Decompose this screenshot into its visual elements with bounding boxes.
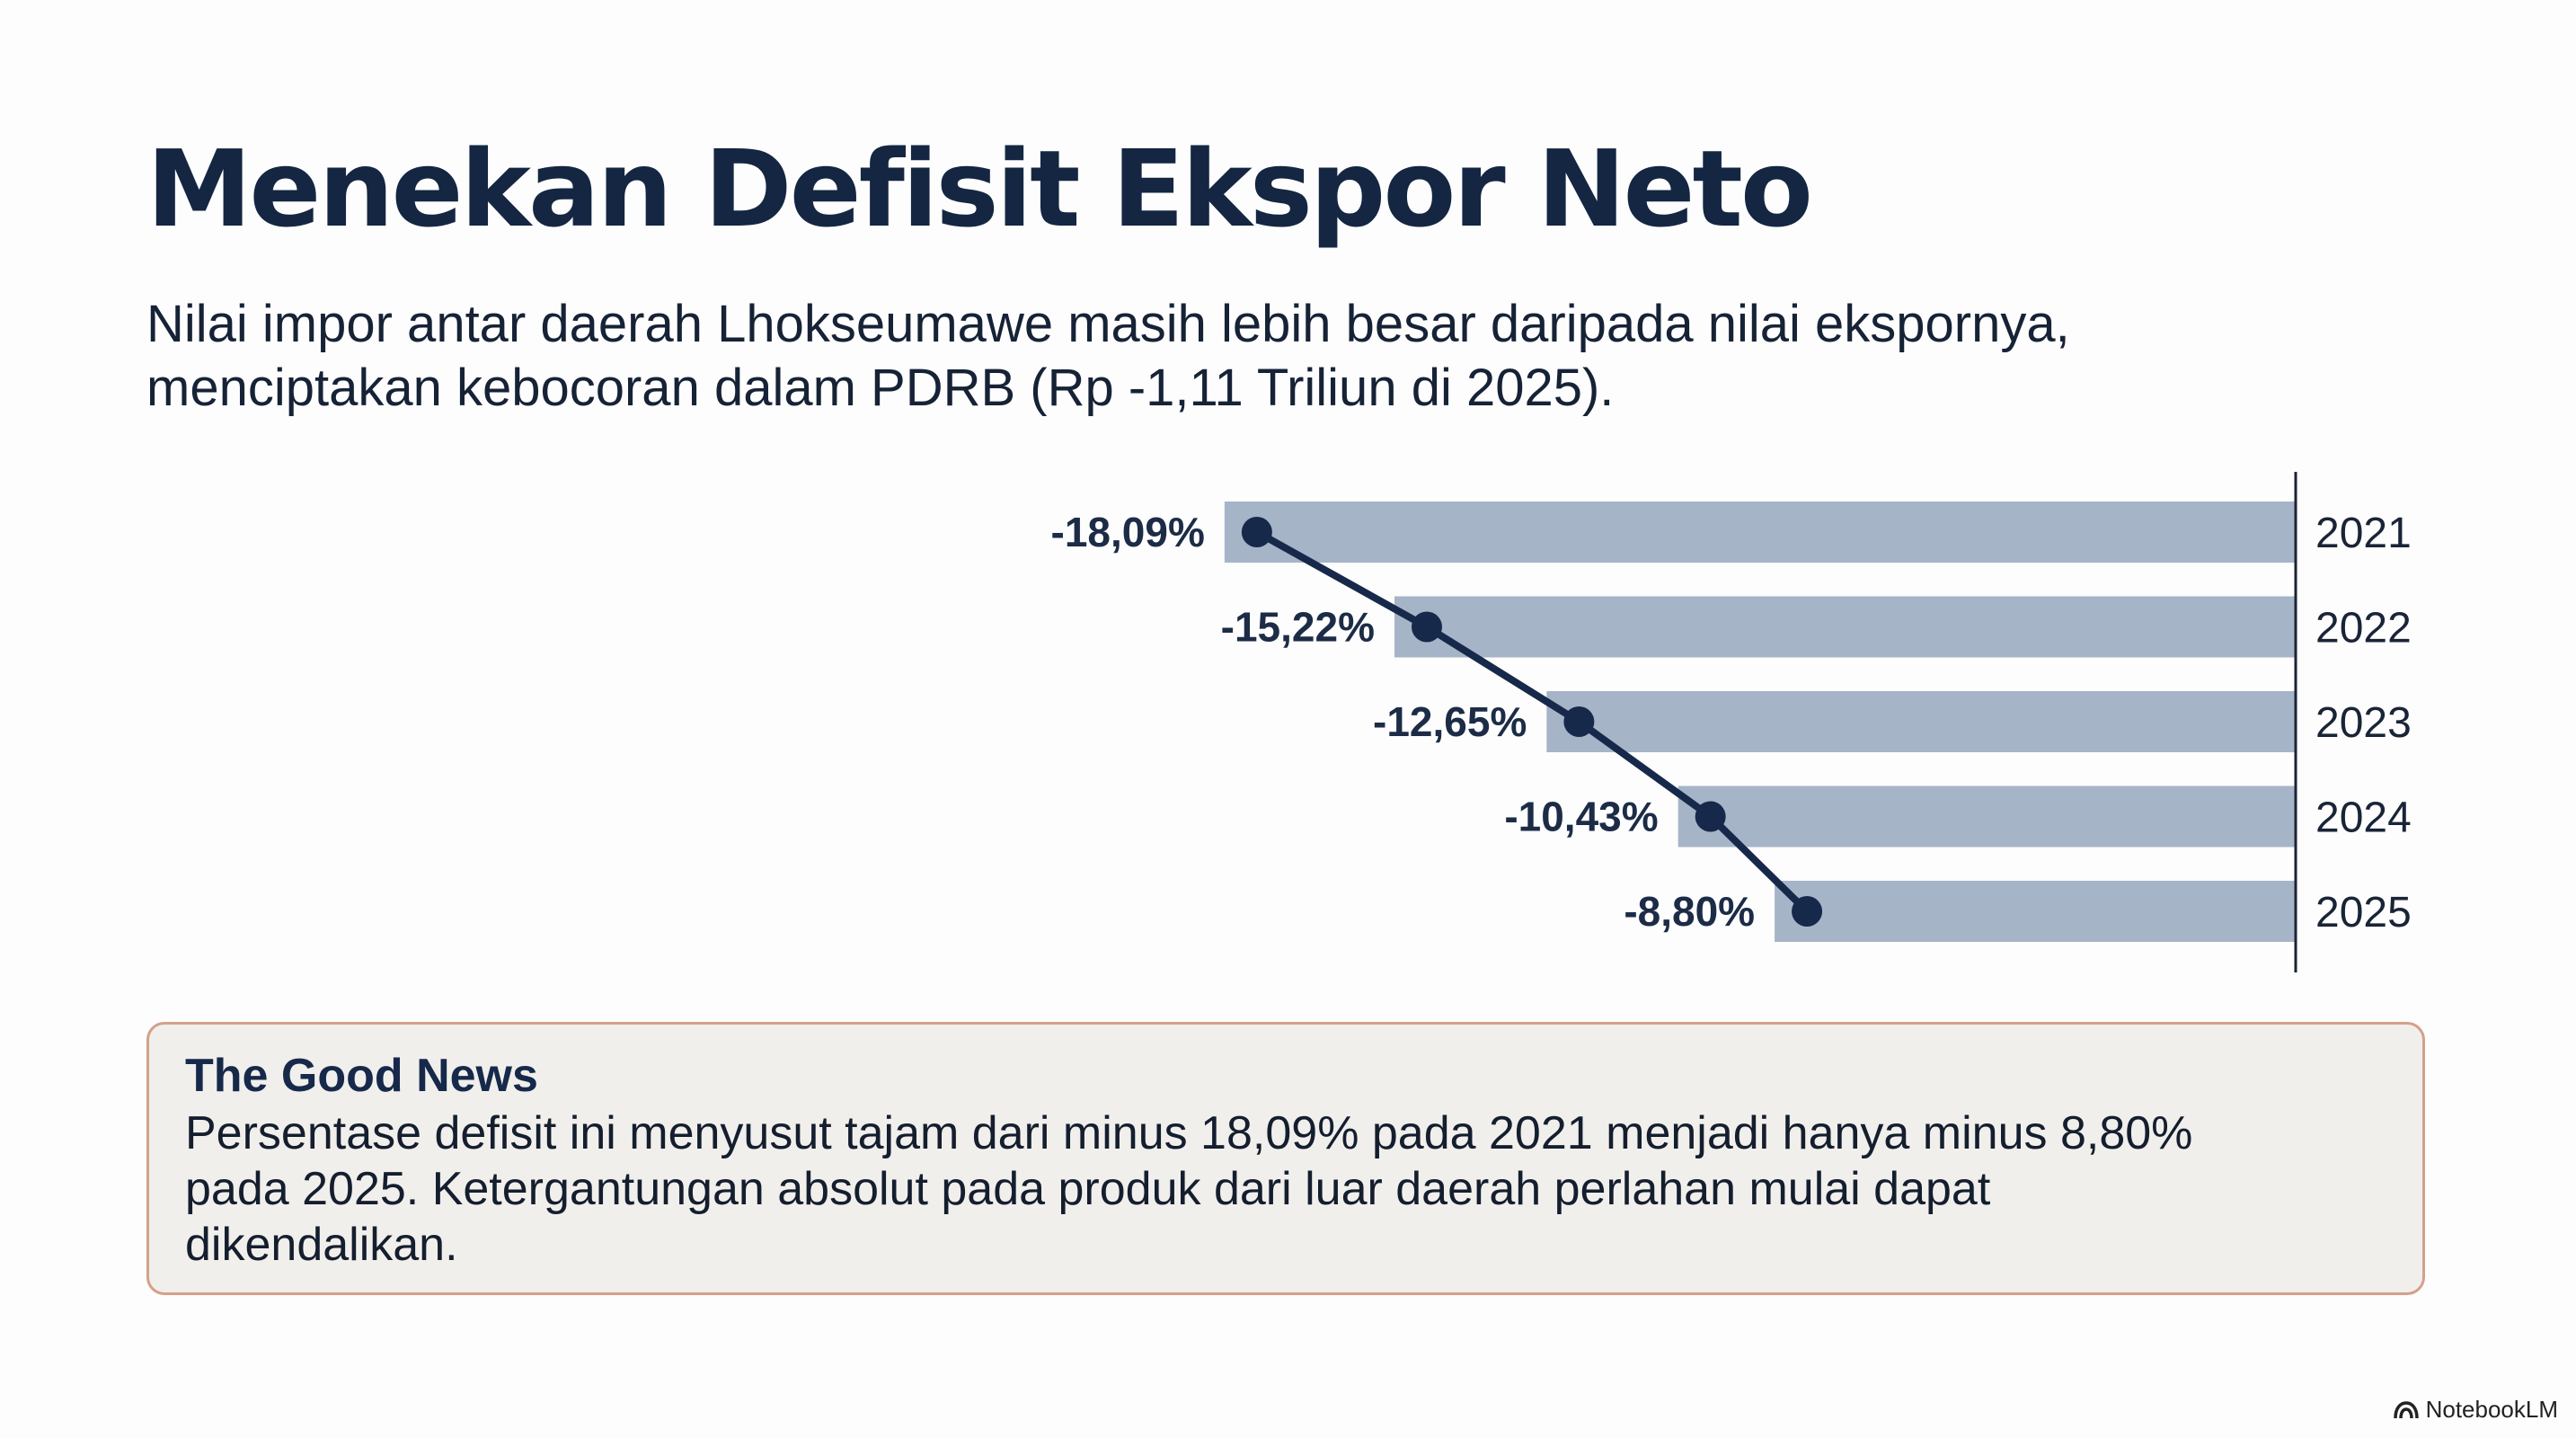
value-label-2023: -12,65% (1373, 698, 1527, 745)
good-news-line-3: dikendalikan. (185, 1219, 458, 1271)
year-label-2022: 2022 (2315, 605, 2412, 652)
marker-2023 (1563, 706, 1595, 737)
bar-2025 (1775, 881, 2296, 942)
good-news-line-1: Persentase defisit ini menyusut tajam da… (185, 1107, 2193, 1159)
bar-2021 (1224, 502, 2296, 563)
bar-2022 (1394, 596, 2296, 658)
chart-markers (1241, 517, 1823, 927)
brand-name: NotebookLM (2425, 1396, 2558, 1423)
marker-2021 (1241, 517, 1272, 547)
value-label-2022: -15,22% (1221, 604, 1375, 651)
marker-2022 (1412, 611, 1443, 643)
chart-value-labels: -18,09% -15,22% -12,65% -10,43% -8,80% (1051, 509, 1756, 935)
year-label-2021: 2021 (2315, 510, 2412, 557)
year-label-2023: 2023 (2315, 699, 2412, 747)
deficit-bar-chart: -18,09%-15,22%-12,65%-10,43%-8,80% 20212… (1051, 472, 2412, 972)
good-news-body: Persentase defisit ini menyusut tajam da… (185, 1105, 2386, 1273)
subtitle-line-1: Nilai impor antar daerah Lhokseumawe mas… (146, 295, 2070, 353)
value-label-2024: -10,43% (1504, 794, 1658, 840)
marker-2024 (1695, 801, 1726, 832)
good-news-title: The Good News (185, 1050, 538, 1102)
page-subtitle: Nilai impor antar daerah Lhokseumawe mas… (146, 292, 2213, 420)
subtitle-line-2: menciptakan kebocoran dalam PDRB (Rp -1,… (146, 359, 1615, 417)
chart-year-labels: 2021 2022 2023 2024 2025 (2315, 510, 2412, 936)
chart-bars (1224, 502, 2296, 942)
bar-2023 (1546, 691, 2296, 752)
good-news-callout: The Good News Persentase defisit ini men… (146, 1022, 2425, 1295)
page-title: Menekan Defisit Ekspor Neto (146, 127, 1813, 251)
brand-watermark: NotebookLM (2393, 1396, 2558, 1424)
good-news-line-2: pada 2025. Ketergantungan absolut pada p… (185, 1163, 1991, 1215)
marker-2025 (1792, 896, 1823, 927)
value-label-2021: -18,09% (1051, 509, 1205, 555)
year-label-2024: 2024 (2315, 794, 2412, 842)
notebooklm-logo-icon (2393, 1400, 2419, 1418)
bar-2024 (1677, 786, 2296, 848)
value-label-2025: -8,80% (1624, 888, 1755, 935)
year-label-2025: 2025 (2315, 889, 2412, 936)
